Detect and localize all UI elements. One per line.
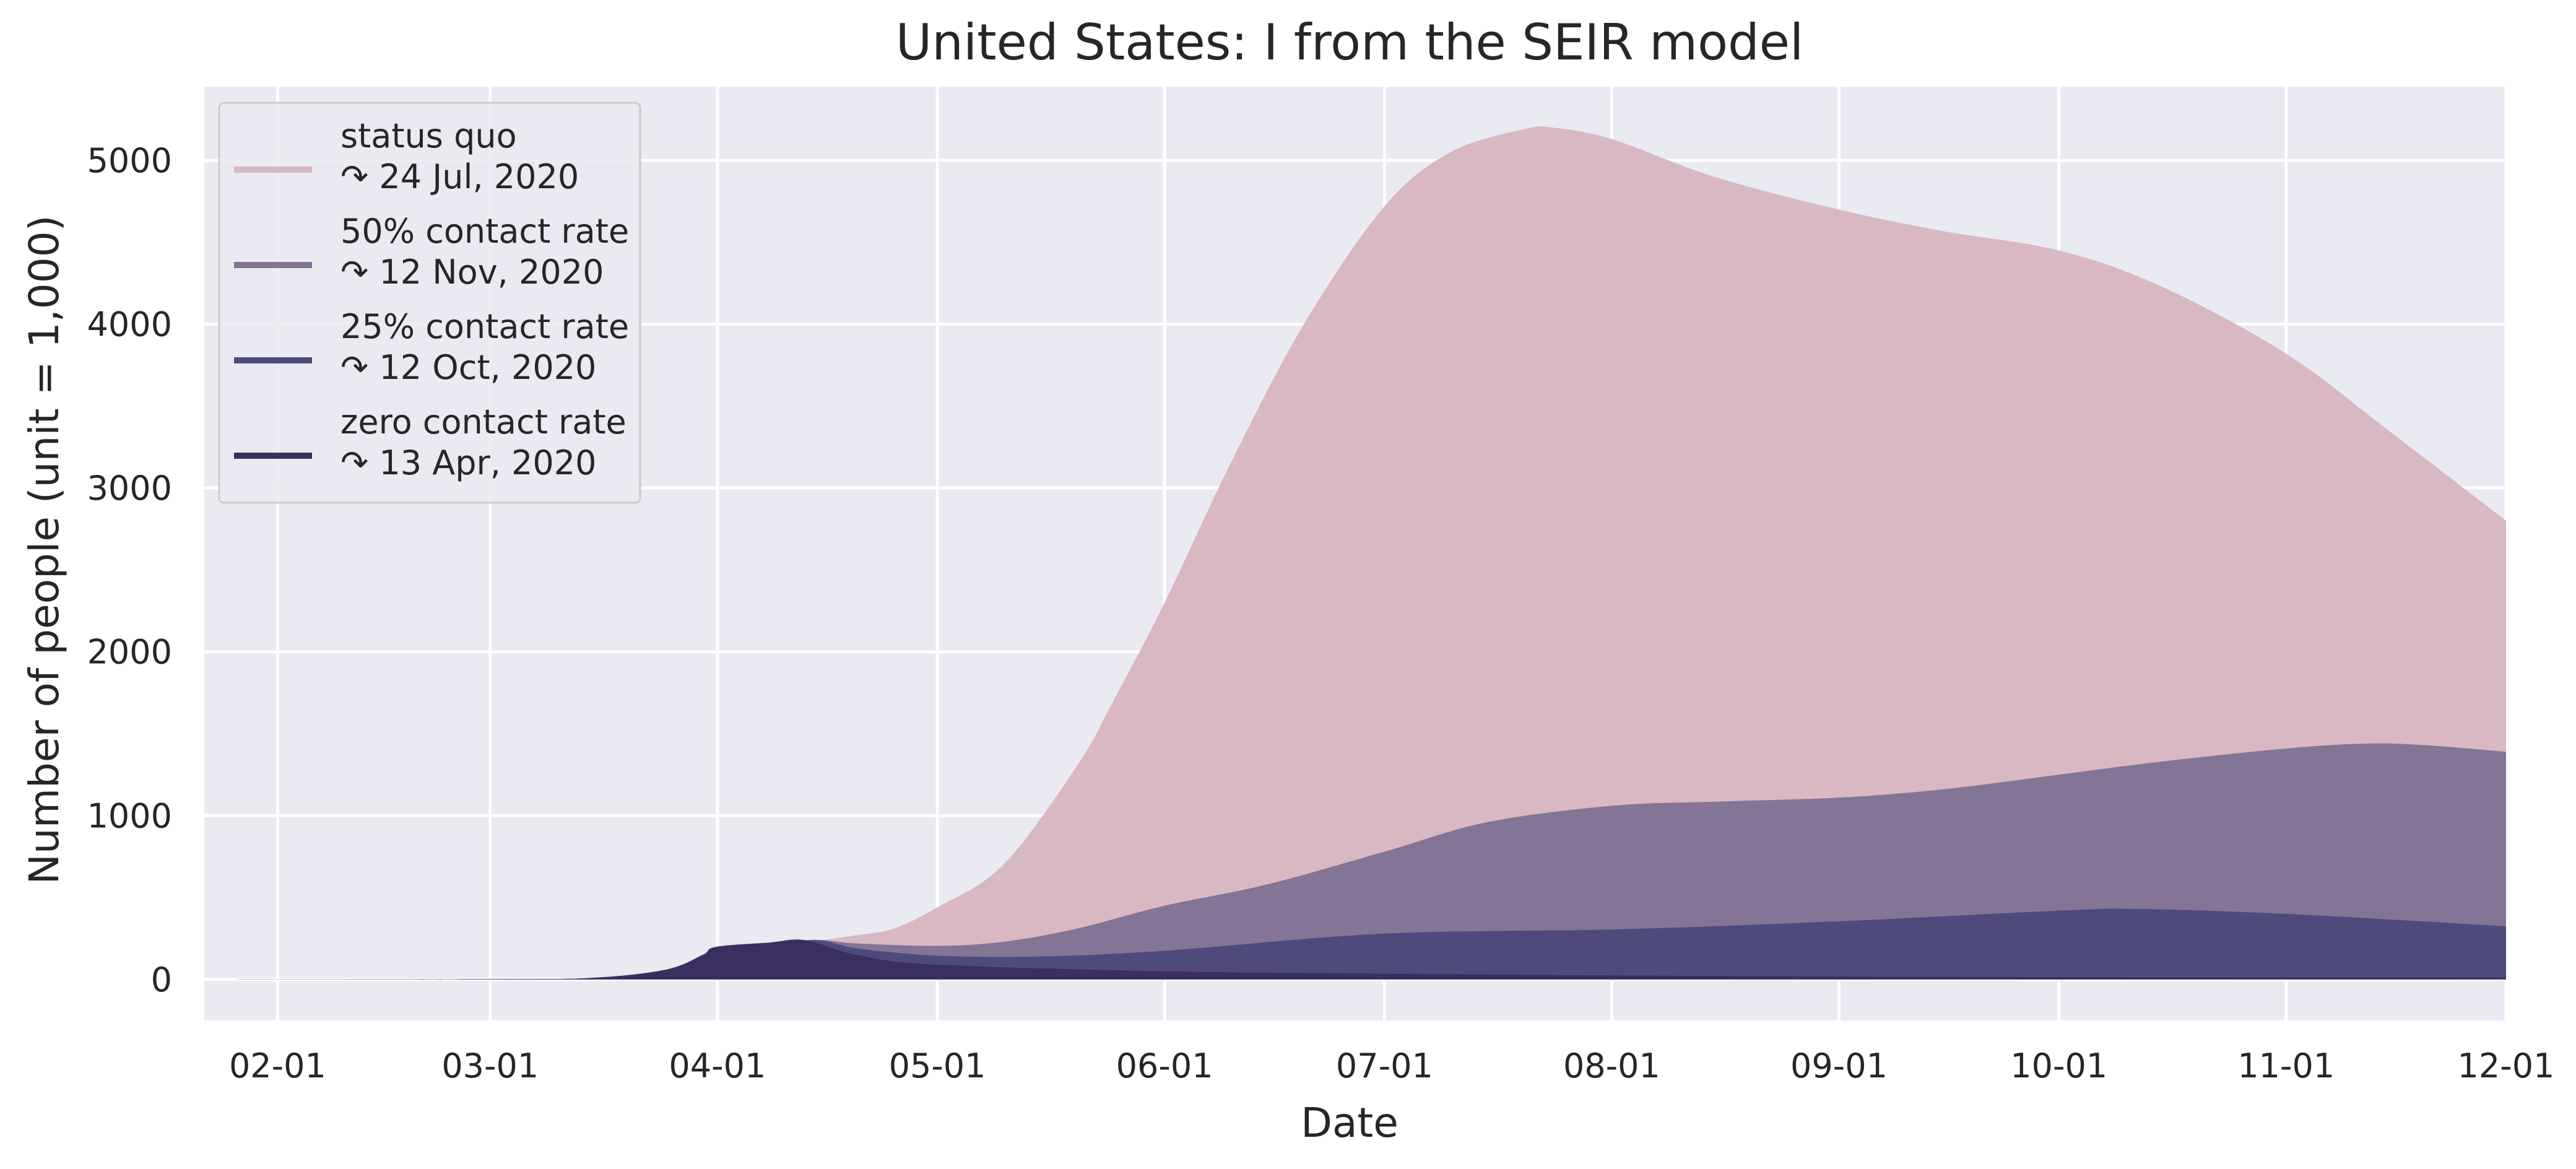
y-tick-label: 5000 (87, 141, 172, 180)
x-tick-label: 08-01 (1563, 1046, 1660, 1085)
legend-series-name: status quo (340, 116, 517, 155)
y-axis-ticks: 0 1000 2000 3000 4000 5000 (87, 141, 172, 999)
legend-peak-date: ↷ 24 Jul, 2020 (340, 157, 579, 196)
x-tick-label: 09-01 (1790, 1046, 1888, 1085)
area-series-1 (204, 126, 2506, 980)
y-axis-title: Number of people (unit = 1,000) (20, 215, 68, 885)
legend-series-name: 50% contact rate (340, 212, 629, 251)
y-tick-label: 1000 (87, 796, 172, 835)
x-tick-label: 07-01 (1336, 1046, 1433, 1085)
legend-peak-date: ↷ 13 Apr, 2020 (340, 443, 596, 482)
y-tick-label: 0 (151, 960, 172, 999)
x-tick-label: 10-01 (2010, 1046, 2107, 1085)
legend-peak-date: ↷ 12 Oct, 2020 (340, 348, 596, 387)
x-tick-label: 02-01 (229, 1046, 326, 1085)
x-axis-title: Date (1301, 1099, 1399, 1147)
x-tick-label: 12-01 (2458, 1046, 2555, 1085)
y-tick-label: 2000 (87, 633, 172, 672)
x-tick-label: 03-01 (441, 1046, 539, 1085)
legend: status quo↷ 24 Jul, 2020 50% contact rate… (218, 102, 641, 504)
x-tick-label: 04-01 (669, 1046, 766, 1085)
legend-peak-date: ↷ 12 Nov, 2020 (340, 253, 604, 292)
series-areas (204, 126, 2506, 980)
y-tick-label: 4000 (87, 305, 172, 344)
legend-series-name: zero contact rate (340, 402, 627, 441)
area-series-4 (204, 939, 2506, 980)
x-tick-label: 05-01 (889, 1046, 986, 1085)
y-tick-label: 3000 (87, 469, 172, 508)
chart-title: United States: I from the SEIR model (896, 14, 1803, 71)
x-tick-label: 06-01 (1116, 1046, 1213, 1085)
x-tick-label: 11-01 (2237, 1046, 2335, 1085)
legend-box (218, 102, 641, 504)
legend-series-name: 25% contact rate (340, 307, 629, 346)
x-axis-ticks: 02-01 03-01 04-01 05-01 06-01 07-01 08-01 09-01… (229, 1046, 2555, 1085)
